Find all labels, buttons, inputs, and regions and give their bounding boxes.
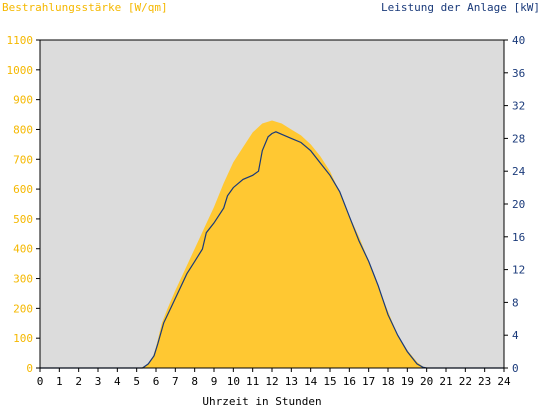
- x-tick-label: 15: [323, 375, 336, 388]
- left-tick-label: 100: [13, 332, 33, 345]
- x-tick-label: 19: [401, 375, 414, 388]
- x-tick-label: 23: [478, 375, 491, 388]
- x-tick-label: 18: [381, 375, 394, 388]
- x-tick-label: 7: [172, 375, 179, 388]
- x-tick-label: 22: [459, 375, 472, 388]
- right-tick-label: 12: [512, 264, 525, 277]
- right-tick-label: 20: [512, 198, 525, 211]
- x-tick-label: 6: [153, 375, 160, 388]
- left-tick-label: 1000: [7, 64, 34, 77]
- right-tick-label: 40: [512, 34, 525, 47]
- right-tick-label: 32: [512, 100, 525, 113]
- left-tick-label: 400: [13, 243, 33, 256]
- x-tick-label: 10: [227, 375, 240, 388]
- x-tick-label: 5: [133, 375, 140, 388]
- x-tick-label: 9: [211, 375, 218, 388]
- x-tick-label: 20: [420, 375, 433, 388]
- x-tick-label: 21: [439, 375, 452, 388]
- right-tick-label: 28: [512, 132, 525, 145]
- left-tick-label: 1100: [7, 34, 34, 47]
- right-tick-label: 8: [512, 296, 519, 309]
- right-tick-label: 4: [512, 329, 519, 342]
- x-tick-label: 16: [343, 375, 356, 388]
- x-tick-label: 17: [362, 375, 375, 388]
- x-tick-label: 2: [75, 375, 82, 388]
- x-axis-title: Uhrzeit in Stunden: [202, 395, 321, 408]
- x-tick-label: 3: [95, 375, 102, 388]
- x-tick-label: 11: [246, 375, 259, 388]
- left-tick-label: 0: [26, 362, 33, 375]
- x-tick-label: 14: [304, 375, 318, 388]
- x-tick-label: 4: [114, 375, 121, 388]
- left-tick-label: 500: [13, 213, 33, 226]
- left-tick-label: 800: [13, 123, 33, 136]
- right-tick-label: 0: [512, 362, 519, 375]
- x-tick-label: 0: [37, 375, 44, 388]
- power-line: [40, 131, 504, 369]
- left-tick-label: 700: [13, 153, 33, 166]
- left-tick-label: 300: [13, 273, 33, 286]
- right-tick-label: 36: [512, 67, 525, 80]
- right-tick-label: 16: [512, 231, 525, 244]
- x-tick-label: 24: [497, 375, 511, 388]
- left-tick-label: 900: [13, 94, 33, 107]
- left-axis-title: Bestrahlungsstärke [W/qm]: [2, 1, 168, 14]
- x-tick-label: 1: [56, 375, 63, 388]
- right-tick-label: 24: [512, 165, 526, 178]
- x-tick-label: 8: [191, 375, 198, 388]
- left-tick-label: 600: [13, 183, 33, 196]
- right-axis-title: Leistung der Anlage [kW]: [381, 1, 540, 14]
- x-tick-label: 13: [285, 375, 298, 388]
- left-tick-label: 200: [13, 302, 33, 315]
- irradiance-area: [40, 120, 504, 368]
- x-tick-label: 12: [265, 375, 278, 388]
